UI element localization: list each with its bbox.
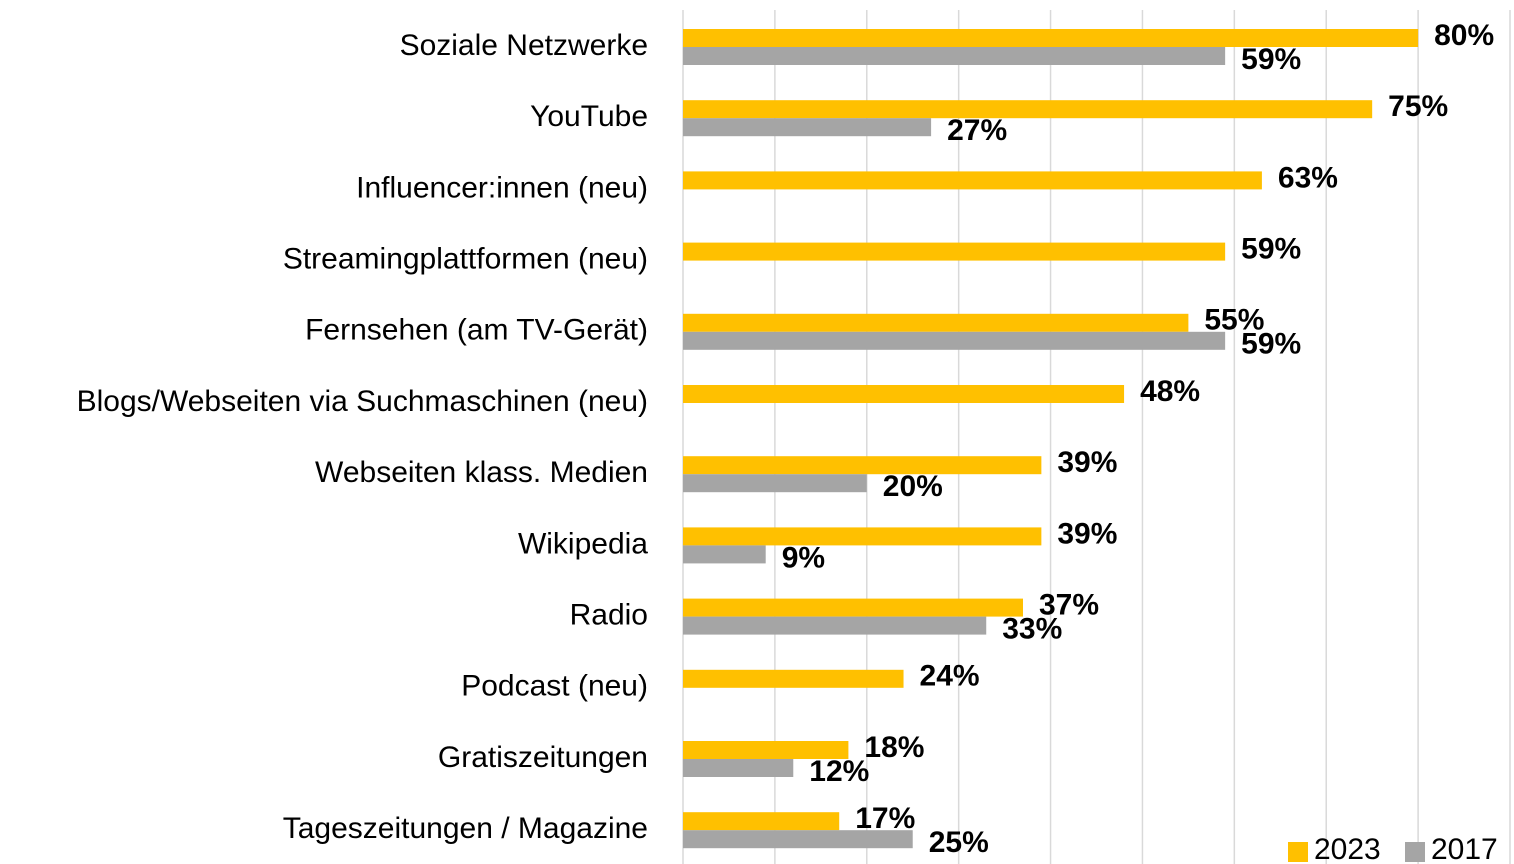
bar xyxy=(683,118,932,137)
value-label: 63% xyxy=(1278,161,1338,194)
value-label: 59% xyxy=(1241,43,1301,76)
value-label: 24% xyxy=(920,660,980,693)
value-label: 37% xyxy=(1039,589,1099,622)
value-label: 39% xyxy=(1057,446,1117,479)
category-label: Gratiszeitungen xyxy=(438,741,648,774)
value-label: 12% xyxy=(809,755,869,788)
bar xyxy=(683,242,1226,261)
bar xyxy=(683,741,849,759)
category-label: Streamingplattformen (neu) xyxy=(283,243,648,276)
legend-label: 2017 xyxy=(1431,833,1498,864)
value-label: 20% xyxy=(883,470,943,503)
bar xyxy=(683,759,794,777)
bar xyxy=(683,545,766,564)
bar xyxy=(683,29,1419,47)
category-label: Influencer:innen (neu) xyxy=(356,171,648,204)
bar xyxy=(683,313,1189,332)
bar xyxy=(683,669,904,688)
category-label: Fernsehen (am TV-Gerät) xyxy=(305,314,648,347)
bar xyxy=(683,171,1262,190)
category-label: Tageszeitungen / Magazine xyxy=(283,812,648,845)
bar xyxy=(683,385,1125,403)
value-label: 75% xyxy=(1388,90,1448,123)
bar xyxy=(683,527,1042,546)
bar xyxy=(683,812,840,831)
value-label: 59% xyxy=(1241,328,1301,361)
legend-label: 2023 xyxy=(1314,833,1381,864)
legend-swatch xyxy=(1405,842,1425,862)
bar xyxy=(683,47,1226,65)
value-label: 55% xyxy=(1204,304,1264,337)
value-label: 17% xyxy=(855,802,915,835)
bar xyxy=(683,474,867,493)
category-label: Blogs/Webseiten via Suchmaschinen (neu) xyxy=(77,385,648,418)
value-label: 27% xyxy=(947,114,1007,147)
value-label: 80% xyxy=(1434,19,1494,52)
bar xyxy=(683,100,1373,119)
category-label: Wikipedia xyxy=(518,527,648,560)
category-label: Soziale Netzwerke xyxy=(400,29,648,62)
value-label: 39% xyxy=(1057,517,1117,550)
value-label: 25% xyxy=(929,826,989,859)
value-label: 48% xyxy=(1140,375,1200,408)
category-label: Radio xyxy=(570,599,648,632)
bar xyxy=(683,616,987,635)
bar xyxy=(683,456,1042,475)
category-label: Webseiten klass. Medien xyxy=(315,456,648,489)
bar xyxy=(683,331,1226,350)
value-label: 9% xyxy=(782,541,825,574)
bar xyxy=(683,598,1023,617)
category-label: Podcast (neu) xyxy=(461,670,648,703)
value-label: 33% xyxy=(1002,613,1062,646)
bar xyxy=(683,830,913,849)
legend-swatch xyxy=(1288,842,1308,862)
value-label: 59% xyxy=(1241,233,1301,266)
value-label: 18% xyxy=(864,731,924,764)
category-label: YouTube xyxy=(530,100,648,133)
